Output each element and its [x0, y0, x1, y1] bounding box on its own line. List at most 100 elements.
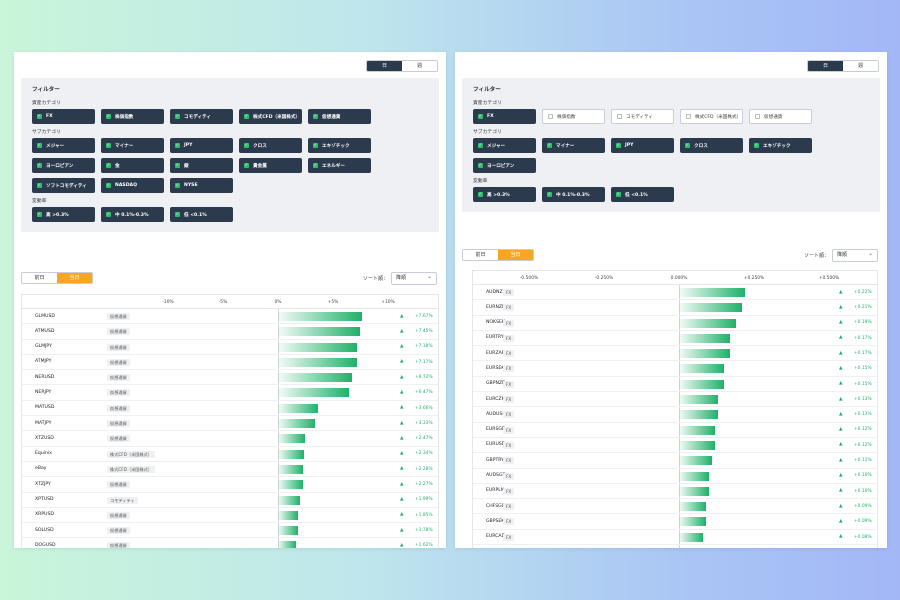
symbol-name: GBPSEK	[486, 518, 505, 524]
subs-chip[interactable]: マイナー	[542, 138, 605, 153]
timeframe-day-button[interactable]: 日	[367, 61, 402, 71]
subs-chip[interactable]: ソフトコモディティ	[32, 178, 95, 193]
table-row[interactable]: Equinix 株式CFD（米国株式） ▲ +2.34%	[22, 447, 438, 462]
table-row[interactable]: EURCZK FX ▲ +0.13%	[473, 392, 877, 408]
table-row[interactable]: NERUSD 仮想通貨 ▲ +6.72%	[22, 370, 438, 386]
subs-chip[interactable]: 金	[101, 158, 164, 173]
table-row[interactable]: GLMUSD 仮想通貨 ▲ +7.67%	[22, 309, 438, 325]
table-row[interactable]: XPTUSD コモディティ ▲ +1.99%	[22, 493, 438, 508]
vols-chip[interactable]: 中 0.1%-0.3%	[101, 207, 164, 222]
vols-chip[interactable]: 低 <0.1%	[170, 207, 233, 222]
up-arrow-icon: ▲	[839, 442, 843, 448]
assets-chip[interactable]: 株式CFD（米国株式）	[680, 109, 743, 124]
table-row[interactable]: AUDUSD FX ▲ +0.13%	[473, 407, 877, 423]
subs-chip[interactable]: ヨーロピアン	[473, 158, 536, 173]
assets-chip[interactable]: コモディティ	[170, 109, 233, 124]
category-badge: 株式CFD（米国株式）	[107, 465, 156, 473]
subs-chip[interactable]: クロス	[680, 138, 743, 153]
subs-chip[interactable]: ヨーロピアン	[32, 158, 95, 173]
table-row[interactable]: EURCAD FX ▲ +0.08%	[473, 530, 877, 546]
subs-chip-label: マイナー	[556, 143, 575, 149]
table-row[interactable]: GBPSEK FX ▲ +0.09%	[473, 514, 877, 530]
period-today-button[interactable]: 当日	[498, 250, 533, 260]
sort-select[interactable]: 降順	[391, 271, 437, 285]
change-bar	[679, 318, 736, 328]
subs-chip[interactable]: クロス	[239, 138, 302, 153]
table-row[interactable]: XTZUSD 仮想通貨 ▲ +2.47%	[22, 431, 438, 447]
table-row[interactable]: ATMUSD 仮想通貨 ▲ +7.45%	[22, 324, 438, 340]
subs-chip[interactable]: JPY	[170, 138, 233, 153]
assets-chip[interactable]: 株価指数	[542, 109, 605, 124]
timeframe-week-button[interactable]: 週	[843, 61, 878, 71]
table-row[interactable]: EURSEK FX ▲ +0.15%	[473, 361, 877, 377]
category-badge: FX	[503, 304, 515, 312]
subs-chip-label: JPY	[184, 143, 193, 148]
vols-chip[interactable]: 低 <0.1%	[611, 187, 674, 202]
subs-chip[interactable]: メジャー	[473, 138, 536, 153]
table-row[interactable]: GBPNZD FX ▲ +0.15%	[473, 377, 877, 393]
assets-chip[interactable]: コモディティ	[611, 109, 674, 124]
subs-chip[interactable]: NYSE	[170, 178, 233, 193]
category-badge: FX	[503, 441, 515, 449]
table-row[interactable]: AUDCADFX▲+0.08%	[473, 545, 877, 548]
table-row[interactable]: EURSGD FX ▲ +0.12%	[473, 423, 877, 438]
assets-chip[interactable]: 株価指数	[101, 109, 164, 124]
table-row[interactable]: CHFSGD FX ▲ +0.09%	[473, 499, 877, 515]
table-row[interactable]: GBPTRY FX ▲ +0.11%	[473, 453, 877, 469]
symbol-name: GBPTRY	[486, 457, 504, 463]
table-row[interactable]: NOKSEK FX ▲ +0.19%	[473, 316, 877, 331]
subs-chip[interactable]: JPY	[611, 138, 674, 153]
volatility-chips: 高 >0.3% 中 0.1%-0.3% 低 <0.1%	[473, 187, 869, 202]
table-row[interactable]: GLMJPY 仮想通貨 ▲ +7.18%	[22, 340, 438, 355]
table-row[interactable]: DOGUSD 仮想通貨 ▲ +1.62%	[22, 538, 438, 548]
period-prev-button[interactable]: 前日	[463, 250, 498, 260]
table-row[interactable]: XRPUSD 仮想通貨 ▲ +1.85%	[22, 508, 438, 524]
table-row[interactable]: MATJPY 仮想通貨 ▲ +3.33%	[22, 416, 438, 432]
filter-title: フィルター	[473, 87, 501, 93]
table-row[interactable]: MATUSD 仮想通貨 ▲ +3.66%	[22, 401, 438, 417]
period-prev-button[interactable]: 前日	[22, 273, 57, 283]
table-row[interactable]: EURUSD FX ▲ +0.12%	[473, 438, 877, 454]
subcategory-chips: メジャー マイナー JPY クロス エキゾチックヨーロピアン 金 銀 貴金属 エネルギーソフトコ…	[32, 138, 428, 193]
assets-chip[interactable]: 仮想通貨	[749, 109, 812, 124]
table-row[interactable]: eBay 株式CFD（米国株式） ▲ +2.28%	[22, 462, 438, 478]
subs-chip[interactable]: 貴金属	[239, 158, 302, 173]
table-row[interactable]: NERJPY 仮想通貨 ▲ +6.47%	[22, 385, 438, 401]
assets-chip[interactable]: 株式CFD（米国株式）	[239, 109, 302, 124]
checkbox-checked-icon	[244, 142, 249, 148]
symbol-name: ATMJPY	[35, 359, 52, 365]
timeframe-day-button[interactable]: 日	[808, 61, 843, 71]
table-row[interactable]: EURTRY FX ▲ +0.17%	[473, 331, 877, 347]
sort-select[interactable]: 降順	[832, 248, 878, 262]
subs-chip[interactable]: メジャー	[32, 138, 95, 153]
assets-chip[interactable]: 仮想通貨	[308, 109, 371, 124]
vols-chip[interactable]: 高 >0.3%	[473, 187, 536, 202]
table-row[interactable]: EURPLN FX ▲ +0.10%	[473, 484, 877, 500]
up-arrow-icon: ▲	[400, 466, 404, 472]
category-badge: 仮想通貨	[107, 404, 130, 412]
subs-chip[interactable]: エキゾチック	[308, 138, 371, 153]
up-arrow-icon: ▲	[400, 420, 404, 426]
vols-chip[interactable]: 高 >0.3%	[32, 207, 95, 222]
symbol-name: XTZUSD	[35, 435, 54, 441]
period-today-button[interactable]: 当日	[57, 273, 92, 283]
subs-chip[interactable]: NASDAQ	[101, 178, 164, 193]
category-badge: FX	[503, 334, 515, 342]
assets-chip[interactable]: FX	[32, 109, 95, 124]
change-bar	[278, 342, 357, 352]
table-row[interactable]: ATMJPY 仮想通貨 ▲ +7.17%	[22, 355, 438, 371]
timeframe-week-button[interactable]: 週	[402, 61, 437, 71]
symbol-name: Equinix	[35, 451, 52, 457]
table-row[interactable]: XTZJPY 仮想通貨 ▲ +2.27%	[22, 477, 438, 493]
assets-chip[interactable]: FX	[473, 109, 536, 124]
table-row[interactable]: AUDSGD FX ▲ +0.10%	[473, 469, 877, 484]
subs-chip[interactable]: 銀	[170, 158, 233, 173]
subs-chip[interactable]: マイナー	[101, 138, 164, 153]
subs-chip[interactable]: エキゾチック	[749, 138, 812, 153]
table-row[interactable]: SOLUSD 仮想通貨 ▲ +1.78%	[22, 523, 438, 539]
table-row[interactable]: EURNZD FX ▲ +0.21%	[473, 300, 877, 316]
vols-chip[interactable]: 中 0.1%-0.3%	[542, 187, 605, 202]
subs-chip[interactable]: エネルギー	[308, 158, 371, 173]
table-row[interactable]: EURZAR FX ▲ +0.17%	[473, 346, 877, 362]
table-row[interactable]: AUDNZD FX ▲ +0.22%	[473, 285, 877, 301]
